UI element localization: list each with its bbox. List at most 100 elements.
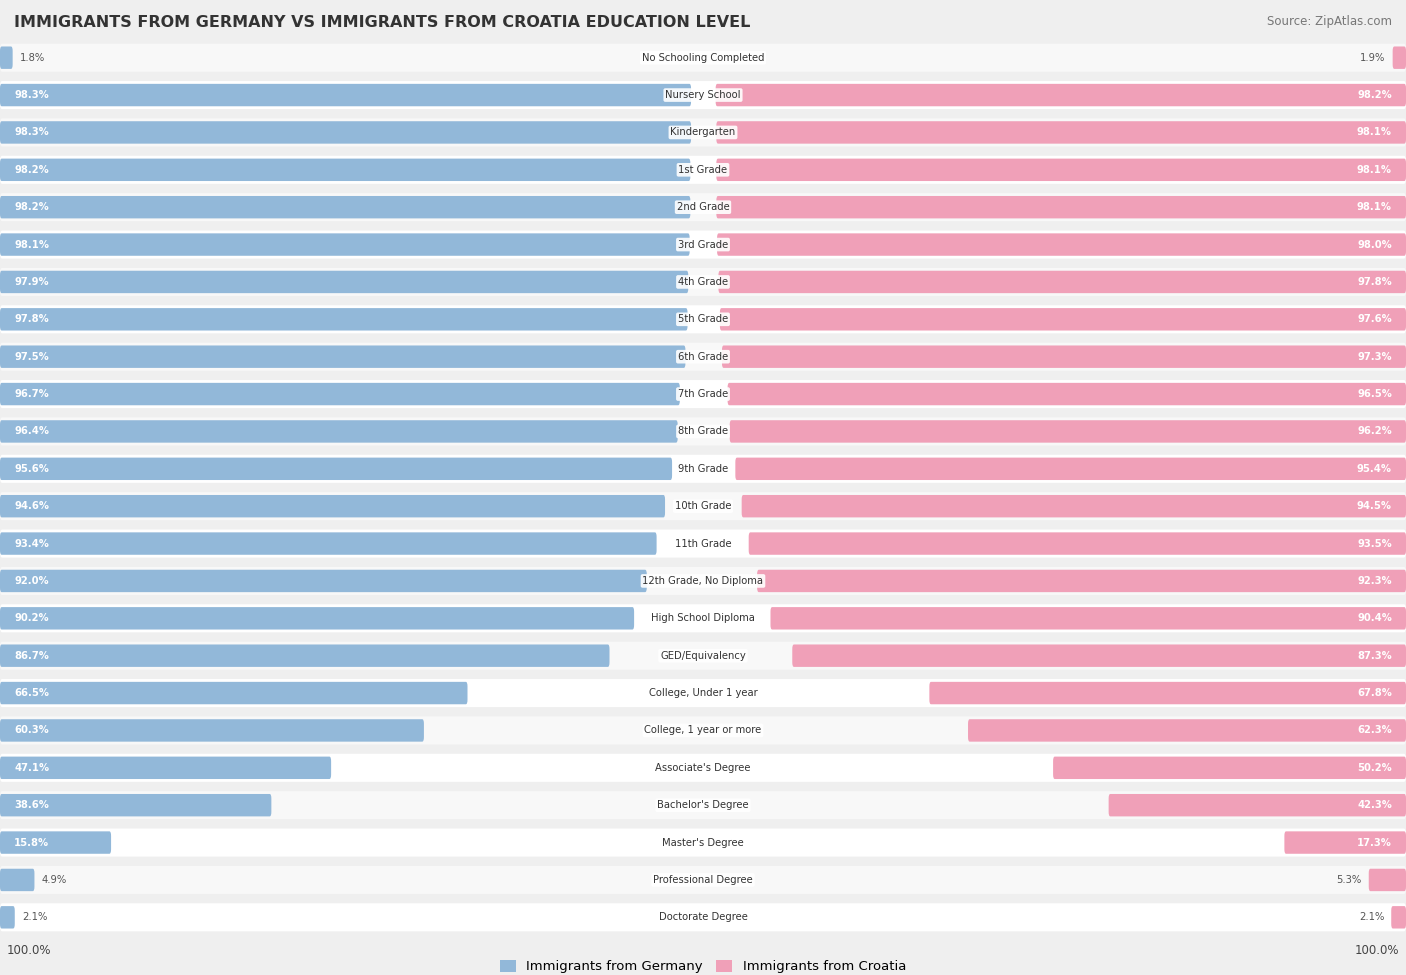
FancyBboxPatch shape [735,457,1406,480]
Text: 2.1%: 2.1% [1358,913,1385,922]
FancyBboxPatch shape [0,196,690,218]
Text: 47.1%: 47.1% [14,762,49,773]
Text: 42.3%: 42.3% [1357,800,1392,810]
FancyBboxPatch shape [718,271,1406,293]
FancyBboxPatch shape [0,492,1406,521]
Text: 97.9%: 97.9% [14,277,49,287]
Text: 98.1%: 98.1% [14,240,49,250]
FancyBboxPatch shape [1392,47,1406,69]
Text: 95.4%: 95.4% [1357,464,1392,474]
Text: Bachelor's Degree: Bachelor's Degree [657,800,749,810]
Text: High School Diploma: High School Diploma [651,613,755,623]
FancyBboxPatch shape [0,230,1406,258]
FancyBboxPatch shape [0,81,1406,109]
FancyBboxPatch shape [0,903,1406,931]
Text: 2nd Grade: 2nd Grade [676,202,730,213]
Text: 90.4%: 90.4% [1357,613,1392,623]
FancyBboxPatch shape [0,832,111,854]
Text: 97.5%: 97.5% [14,352,49,362]
FancyBboxPatch shape [0,566,1406,595]
Text: Nursery School: Nursery School [665,90,741,100]
Text: Master's Degree: Master's Degree [662,838,744,847]
FancyBboxPatch shape [0,121,692,143]
FancyBboxPatch shape [0,529,1406,558]
FancyBboxPatch shape [717,196,1406,218]
FancyBboxPatch shape [0,642,1406,670]
Text: Doctorate Degree: Doctorate Degree [658,913,748,922]
Text: College, 1 year or more: College, 1 year or more [644,725,762,735]
Text: 1st Grade: 1st Grade [679,165,727,175]
Text: 38.6%: 38.6% [14,800,49,810]
FancyBboxPatch shape [0,607,634,630]
FancyBboxPatch shape [758,569,1406,592]
FancyBboxPatch shape [0,717,1406,745]
Text: 67.8%: 67.8% [1357,688,1392,698]
FancyBboxPatch shape [720,308,1406,331]
FancyBboxPatch shape [0,869,35,891]
FancyBboxPatch shape [0,495,665,518]
FancyBboxPatch shape [730,420,1406,443]
Text: 98.1%: 98.1% [1357,128,1392,137]
FancyBboxPatch shape [0,159,690,181]
Text: 90.2%: 90.2% [14,613,49,623]
Text: 98.2%: 98.2% [14,202,49,213]
FancyBboxPatch shape [0,720,425,742]
FancyBboxPatch shape [0,644,610,667]
FancyBboxPatch shape [0,345,686,368]
Text: 98.1%: 98.1% [1357,165,1392,175]
Text: 50.2%: 50.2% [1357,762,1392,773]
Text: 86.7%: 86.7% [14,650,49,661]
FancyBboxPatch shape [0,454,1406,483]
FancyBboxPatch shape [0,794,271,816]
FancyBboxPatch shape [1285,832,1406,854]
Text: 11th Grade: 11th Grade [675,538,731,549]
Text: 100.0%: 100.0% [1354,945,1399,957]
FancyBboxPatch shape [717,233,1406,255]
Text: 96.2%: 96.2% [1357,426,1392,437]
Text: 87.3%: 87.3% [1357,650,1392,661]
FancyBboxPatch shape [1392,906,1406,928]
Text: 15.8%: 15.8% [14,838,49,847]
FancyBboxPatch shape [728,383,1406,406]
Text: College, Under 1 year: College, Under 1 year [648,688,758,698]
Text: Associate's Degree: Associate's Degree [655,762,751,773]
FancyBboxPatch shape [0,271,689,293]
FancyBboxPatch shape [742,495,1406,518]
FancyBboxPatch shape [0,829,1406,857]
Text: 92.3%: 92.3% [1357,576,1392,586]
Text: 4th Grade: 4th Grade [678,277,728,287]
FancyBboxPatch shape [1369,869,1406,891]
FancyBboxPatch shape [0,233,690,255]
Text: 100.0%: 100.0% [7,945,52,957]
Text: 7th Grade: 7th Grade [678,389,728,399]
Text: 96.5%: 96.5% [1357,389,1392,399]
FancyBboxPatch shape [967,720,1406,742]
FancyBboxPatch shape [0,118,1406,146]
Text: 95.6%: 95.6% [14,464,49,474]
Text: 12th Grade, No Diploma: 12th Grade, No Diploma [643,576,763,586]
Text: 5.3%: 5.3% [1337,875,1361,885]
Text: 60.3%: 60.3% [14,725,49,735]
FancyBboxPatch shape [0,342,1406,370]
FancyBboxPatch shape [717,159,1406,181]
Text: 4.9%: 4.9% [42,875,66,885]
Text: 8th Grade: 8th Grade [678,426,728,437]
Text: 98.3%: 98.3% [14,90,49,100]
FancyBboxPatch shape [0,308,688,331]
Text: 97.8%: 97.8% [1357,277,1392,287]
Text: GED/Equivalency: GED/Equivalency [661,650,745,661]
Text: Source: ZipAtlas.com: Source: ZipAtlas.com [1267,15,1392,27]
FancyBboxPatch shape [0,791,1406,819]
FancyBboxPatch shape [749,532,1406,555]
FancyBboxPatch shape [0,757,332,779]
Text: 3rd Grade: 3rd Grade [678,240,728,250]
Text: 62.3%: 62.3% [1357,725,1392,735]
Text: 97.3%: 97.3% [1357,352,1392,362]
FancyBboxPatch shape [0,156,1406,184]
Text: Kindergarten: Kindergarten [671,128,735,137]
Text: 2.1%: 2.1% [22,913,48,922]
FancyBboxPatch shape [793,644,1406,667]
FancyBboxPatch shape [723,345,1406,368]
Text: 93.5%: 93.5% [1357,538,1392,549]
FancyBboxPatch shape [0,193,1406,221]
